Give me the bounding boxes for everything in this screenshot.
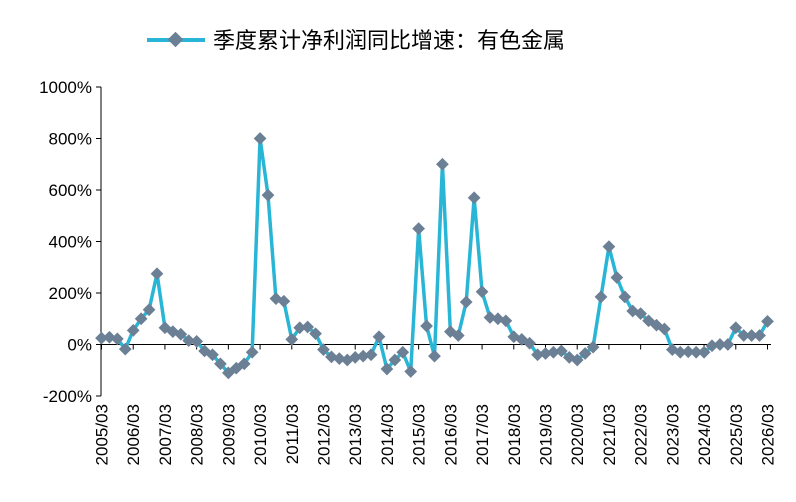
data-point (309, 327, 322, 341)
y-tick-label: 400% (49, 233, 92, 252)
data-point (110, 332, 124, 346)
y-tick-label: 200% (49, 284, 92, 303)
legend-marker-swatch (167, 31, 184, 48)
data-point (499, 314, 513, 328)
data-point (103, 330, 116, 344)
data-point (134, 312, 148, 326)
data-point (428, 349, 441, 363)
x-tick-label: 2005/03 (93, 404, 112, 465)
x-tick-label: 2010/03 (251, 404, 270, 465)
data-point (467, 191, 481, 205)
y-axis-ticks: -200% 0% 200% 400% 600% 800% 1000% (39, 78, 101, 406)
data-point (459, 295, 473, 309)
data-point (285, 332, 299, 346)
x-tick-label: 2014/03 (378, 404, 397, 465)
x-tick-label: 2018/03 (505, 404, 524, 465)
data-point (721, 338, 735, 351)
data-point (436, 157, 449, 171)
y-tick-label: 600% (49, 181, 92, 200)
data-point (293, 321, 307, 335)
x-tick-label: 2021/03 (600, 404, 619, 465)
data-point (214, 357, 227, 371)
x-axis-ticks: 2005/03 2006/03 2007/03 2008/03 2009/03 2010/… (93, 344, 778, 465)
data-point (245, 345, 259, 359)
data-point (277, 294, 291, 308)
data-point (118, 342, 132, 356)
data-point (174, 327, 188, 341)
data-point (142, 303, 156, 317)
data-point (412, 222, 426, 235)
data-point (261, 188, 275, 202)
data-point (388, 353, 402, 367)
data-point (372, 330, 386, 344)
x-tick-label: 2020/03 (568, 404, 587, 465)
data-point (594, 290, 608, 304)
x-tick-label: 2025/03 (727, 404, 746, 465)
x-tick-label: 2009/03 (219, 404, 238, 465)
data-point (602, 240, 616, 254)
x-tick-label: 2016/03 (441, 404, 460, 465)
data-point (475, 285, 489, 299)
data-point (356, 349, 370, 363)
y-tick-label: 1000% (39, 78, 92, 97)
x-tick-label: 2019/03 (537, 404, 556, 465)
data-point (237, 357, 251, 371)
data-point (301, 320, 315, 334)
x-tick-label: 2013/03 (346, 404, 365, 465)
data-point (451, 329, 465, 342)
y-tick-label: 800% (49, 130, 92, 149)
x-tick-label: 2024/03 (695, 404, 714, 465)
y-tick-label: -200% (43, 387, 92, 406)
data-point (364, 348, 378, 362)
data-point (126, 323, 140, 337)
data-point (150, 267, 164, 281)
series-line (101, 136, 770, 375)
y-tick-label: 0% (67, 336, 92, 355)
x-tick-label: 2017/03 (473, 404, 492, 465)
x-tick-label: 2022/03 (632, 404, 651, 465)
data-point (396, 345, 410, 359)
x-tick-label: 2023/03 (663, 404, 682, 465)
data-point (404, 365, 418, 378)
data-point (190, 335, 204, 348)
data-point (483, 311, 497, 324)
data-point (348, 351, 362, 364)
data-point (610, 271, 624, 284)
data-point (332, 352, 346, 366)
data-point (206, 348, 219, 362)
data-point (420, 319, 433, 333)
x-tick-label: 2026/03 (759, 404, 778, 465)
x-tick-label: 2015/03 (410, 404, 429, 465)
data-point (253, 132, 267, 145)
legend: 季度累计净利润同比增速：有色金属 (147, 29, 565, 54)
data-point (182, 334, 196, 348)
x-tick-label: 2011/03 (283, 404, 302, 464)
series-layer (95, 132, 774, 380)
x-tick-label: 2008/03 (188, 404, 207, 465)
x-tick-label: 2006/03 (124, 404, 143, 465)
data-point (380, 362, 394, 376)
x-tick-label: 2007/03 (156, 404, 175, 465)
x-tick-label: 2012/03 (315, 404, 334, 465)
data-point (95, 331, 108, 345)
data-point (317, 343, 330, 357)
legend-label: 季度累计净利润同比增速：有色金属 (213, 29, 565, 54)
